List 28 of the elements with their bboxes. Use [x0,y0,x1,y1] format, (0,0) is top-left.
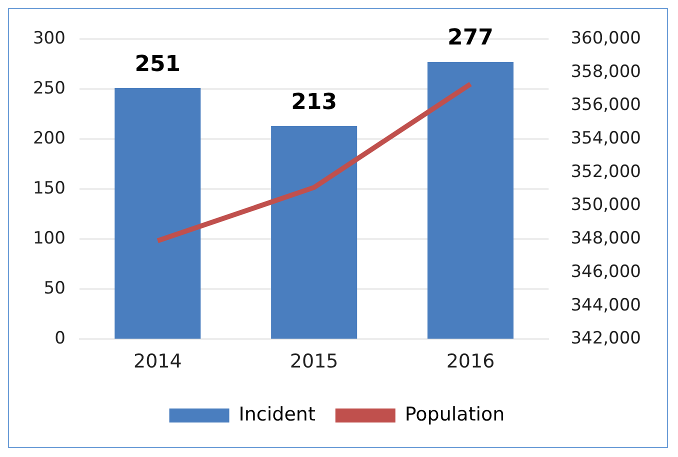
y2-tick-label: 344,000 [570,295,642,316]
y2-tick-label: 358,000 [570,62,642,82]
legend-label: Incident [238,403,316,426]
x-tick-label: 2015 [290,350,338,373]
y-tick-label: 100 [32,228,66,249]
y2-tick-label: 360,000 [570,28,642,48]
y2-tick-label: 354,000 [570,128,642,148]
y2-tick-label: 346,000 [570,262,642,282]
bar [427,62,514,339]
y2-tick-label: 350,000 [570,195,642,216]
y-tick-label: 150 [32,178,66,199]
bar [271,126,358,339]
y2-tick-label: 356,000 [570,95,642,116]
y-tick-label: 300 [32,28,66,48]
y2-tick-label: 348,000 [570,228,642,249]
y2-tick-label: 352,000 [570,162,642,182]
legend-label: Population [404,403,505,426]
y-tick-label: 50 [44,278,66,299]
bar [114,88,201,339]
x-tick-label: 2016 [446,350,495,373]
data-label: 251 [134,52,181,77]
data-label: 277 [448,26,494,51]
data-label: 213 [291,90,338,115]
y2-tick-label: 342,000 [570,328,642,349]
y-tick-label: 250 [32,78,66,98]
x-tick-label: 2014 [133,350,182,373]
y-tick-label: 0 [54,328,66,349]
y-tick-label: 200 [32,128,66,148]
